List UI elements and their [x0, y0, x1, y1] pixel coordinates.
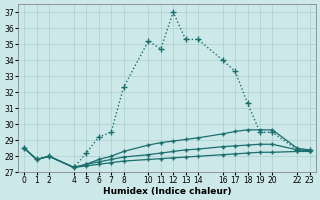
X-axis label: Humidex (Indice chaleur): Humidex (Indice chaleur): [103, 187, 231, 196]
